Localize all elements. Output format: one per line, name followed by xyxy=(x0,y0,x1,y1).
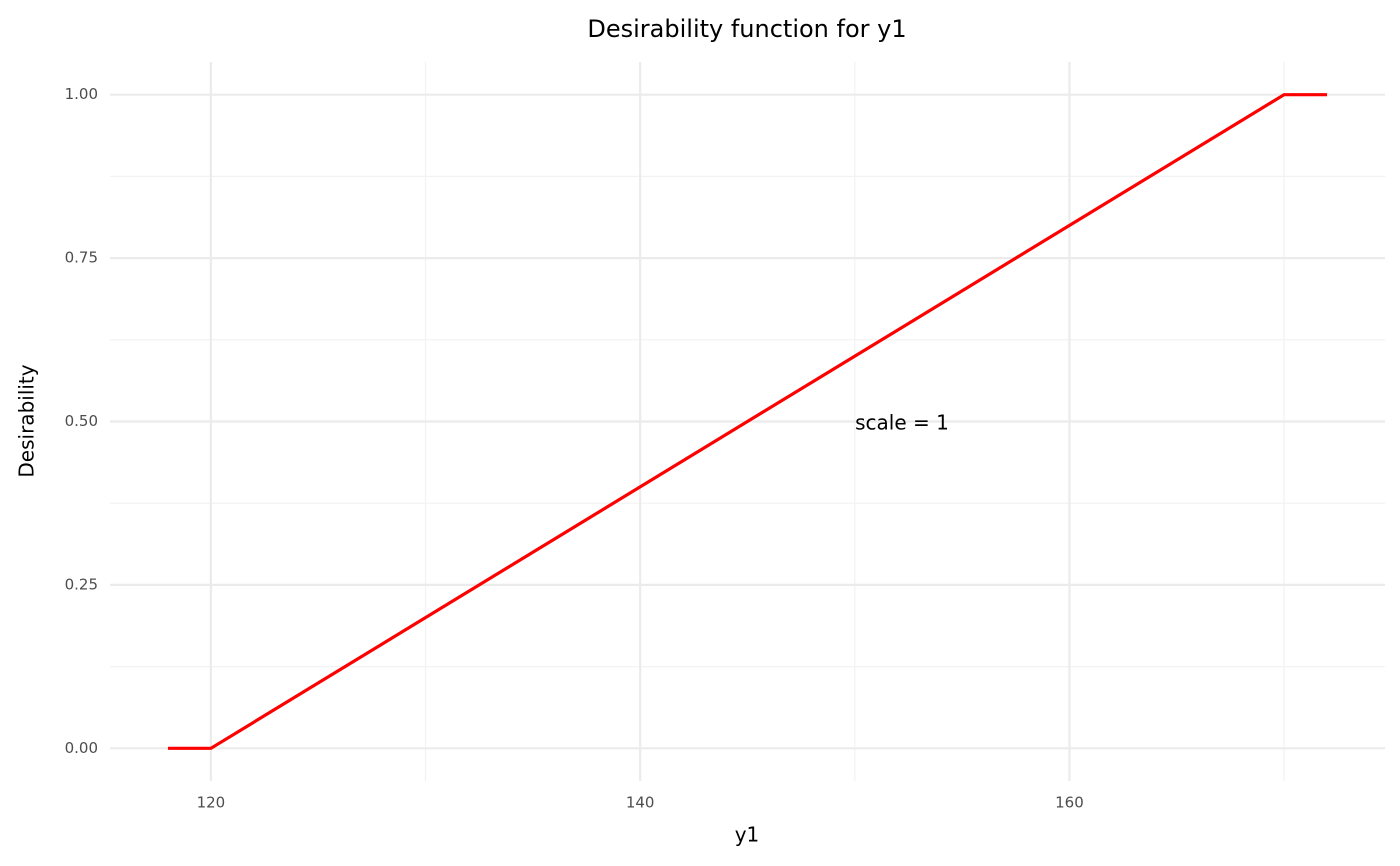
y-tick-label: 0.50 xyxy=(65,412,98,430)
x-tick-label: 120 xyxy=(197,794,226,812)
chart-title: Desirability function for y1 xyxy=(587,15,906,43)
line xyxy=(167,93,1328,750)
y-tick-label: 0.25 xyxy=(65,575,98,593)
y-tick-label: 1.00 xyxy=(65,85,98,103)
annotation: scale = 1 xyxy=(855,411,949,435)
x-tick-label: 140 xyxy=(626,794,655,812)
plot xyxy=(167,93,1328,750)
y-tick-label: 0.75 xyxy=(65,249,98,267)
x-tick-label: 160 xyxy=(1055,794,1084,812)
x-axis-title: y1 xyxy=(735,823,760,847)
y-tick-label: 0.00 xyxy=(65,739,98,757)
y-axis-title: Desirability xyxy=(15,364,39,477)
